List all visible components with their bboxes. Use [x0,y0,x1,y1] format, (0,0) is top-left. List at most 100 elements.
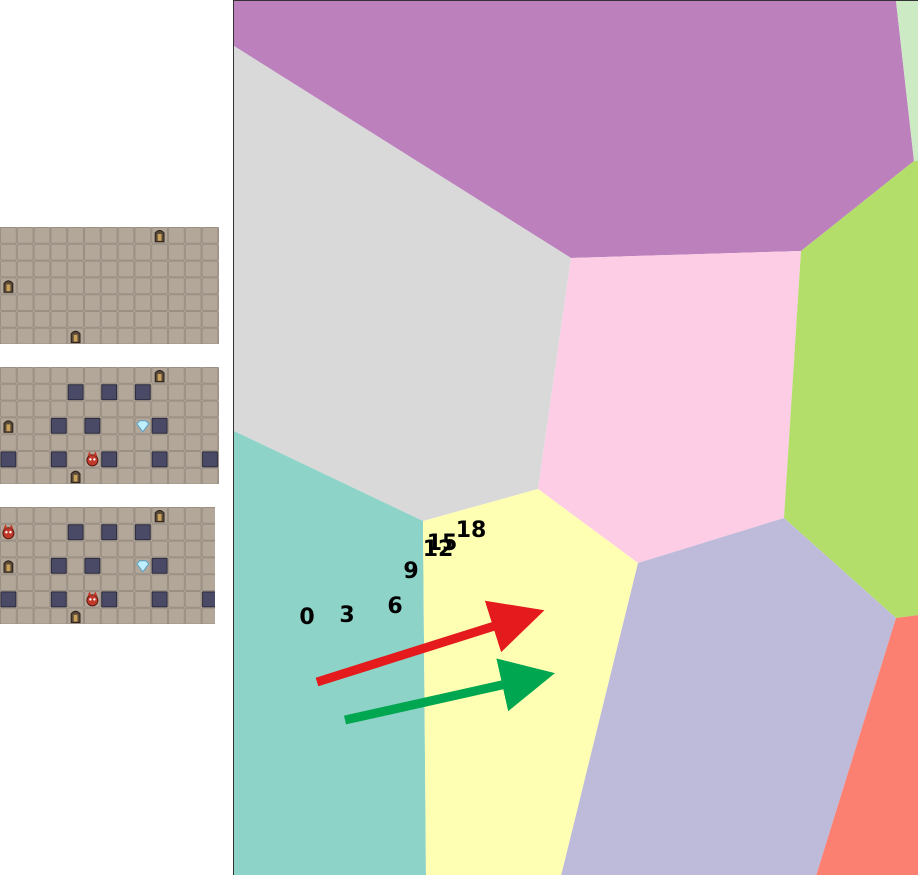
floor-tile [184,277,202,295]
floor-tile [117,227,135,244]
floor-tile [151,507,168,524]
floor-tile [67,383,84,401]
floor-tile [100,227,118,244]
floor-tile [0,277,17,295]
floor-tile [134,243,152,261]
floor-tile [184,417,202,435]
floor-tile [201,540,215,558]
step-label-0: 0 [299,605,314,630]
wall-block [151,557,168,574]
floor-tile [168,227,185,244]
floor-tile [67,243,84,261]
floor-tile [33,557,51,575]
wall-block [151,591,168,608]
floor-tile [151,327,168,344]
floor-tile [201,294,219,311]
floor-tile [16,311,34,328]
floor-tile [67,540,84,558]
floor-tile [100,467,118,484]
floor-tile [50,540,68,558]
floor-tile [0,260,17,278]
floor-tile [117,367,135,384]
door-panel [157,374,162,381]
enemy-eye [89,458,92,461]
floor-tile [134,277,152,295]
floor-tile [134,540,152,558]
enemy-eye [93,458,96,461]
floor-tile [168,294,185,311]
floor-tile [201,507,215,524]
gem-icon [136,420,150,433]
floor-tile [184,327,202,344]
floor-tile [117,523,135,541]
floor-tile [33,277,51,295]
floor-tile [100,574,118,591]
floor-tile [184,591,202,608]
floor-tile [33,434,51,451]
floor-tile [168,467,185,484]
floor-tile [50,607,68,624]
floor-tile [16,574,34,591]
floor-tile [0,434,17,451]
region-pink [538,251,801,563]
floor-tile [16,243,34,261]
floor-tile [0,243,17,261]
floor-tile [33,243,51,261]
floor-tile [50,367,68,384]
floor-tile [84,591,101,608]
floor-tile [168,591,185,608]
floor-tile [201,367,219,384]
floor-tile [67,434,84,451]
floor-tile [84,467,101,484]
floor-tile [67,591,84,608]
floor-tile [0,417,17,435]
floor-tile [168,557,185,575]
floor-tile [201,523,215,541]
floor-tile [84,227,101,244]
floor-tile [67,277,84,295]
wall-block [202,451,218,468]
floor-tile [84,327,101,344]
floor-tile [16,434,34,451]
floor-tile [134,507,152,524]
floor-tile [0,523,17,541]
step-label-15: 15 [427,531,458,556]
floor-tile [134,591,152,608]
floor-tile [0,507,17,524]
floor-tile [117,591,135,608]
wall-block [84,557,101,574]
floor-tile [184,523,202,541]
floor-tile [168,434,185,451]
floor-tile [67,607,84,624]
floor-tile [168,574,185,591]
floor-tile [201,260,219,278]
floor-tile [184,294,202,311]
floor-tile [117,557,135,575]
floor-tile [117,294,135,311]
floor-tile [50,311,68,328]
floor-tile [67,400,84,418]
floor-tile [16,383,34,401]
floor-tile [201,467,219,484]
enemy-horns [87,451,98,457]
floor-tile [67,327,84,344]
floor-tile [50,383,68,401]
floor-tile [84,607,101,624]
enemy-eye [5,531,8,534]
game-grid-panel-2 [0,367,219,484]
floor-tile [100,557,118,575]
floor-tile [16,607,34,624]
floor-tile [134,294,152,311]
wall-block [67,524,84,541]
floor-tile [117,507,135,524]
floor-tile [67,227,84,244]
floor-tile [117,260,135,278]
floor-tile [67,367,84,384]
floor-tile [84,383,101,401]
floor-tile [134,607,152,624]
floor-tile [100,540,118,558]
floor-tile [0,311,17,328]
floor-tile [33,507,51,524]
game-grid-1 [0,227,219,344]
floor-tile [117,451,135,468]
